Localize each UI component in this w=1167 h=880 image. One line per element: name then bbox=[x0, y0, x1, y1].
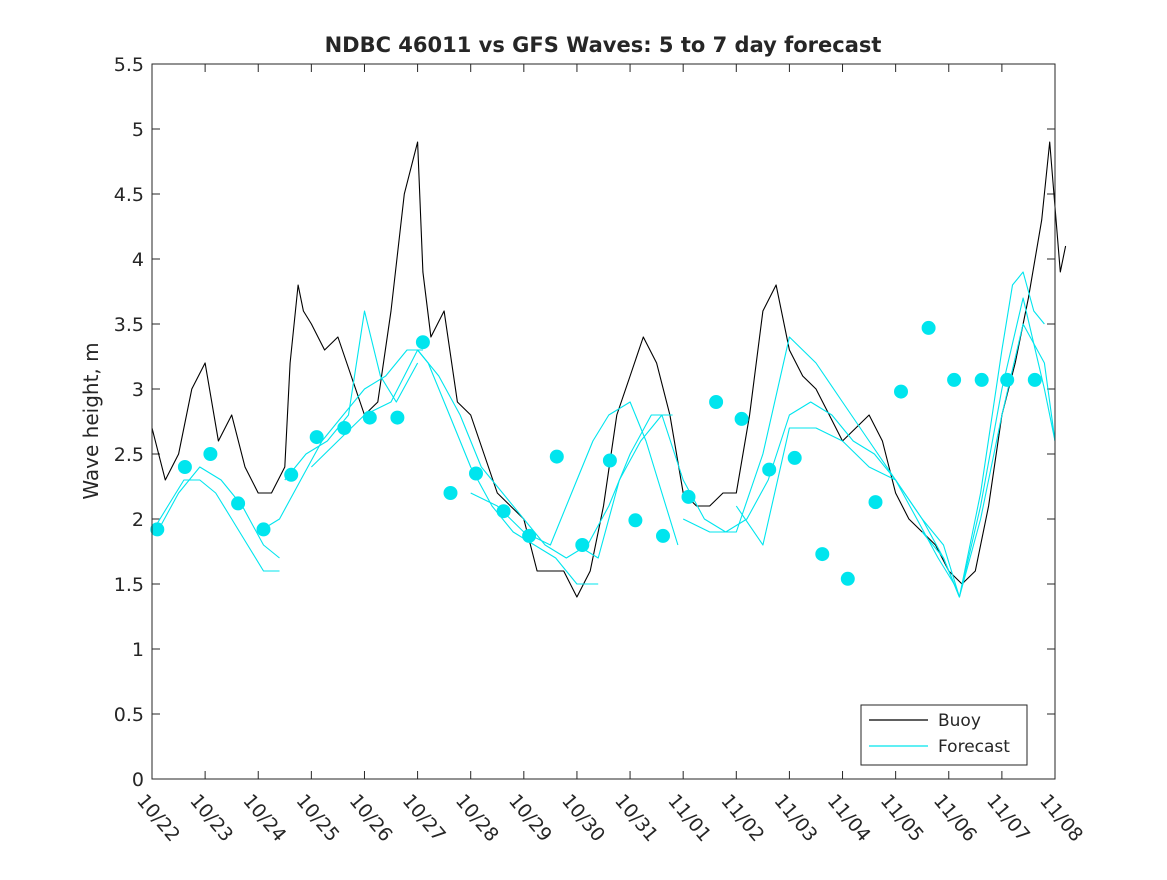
forecast-marker-point bbox=[734, 411, 749, 426]
y-tick-label: 4 bbox=[132, 249, 144, 271]
legend-buoy-label: Buoy bbox=[938, 711, 981, 731]
forecast-marker-point bbox=[177, 460, 192, 474]
chart-title: NDBC 46011 vs GFS Waves: 5 to 7 day fore… bbox=[325, 33, 882, 57]
forecast-marker-point bbox=[362, 410, 377, 425]
plot-area bbox=[152, 64, 1055, 779]
forecast-marker-point bbox=[390, 410, 405, 425]
forecast-series-layer bbox=[151, 271, 1056, 598]
forecast-marker-point bbox=[231, 496, 246, 511]
buoy-series-layer bbox=[151, 141, 1067, 598]
forecast-marker-point bbox=[974, 372, 989, 387]
forecast-run-line bbox=[151, 479, 280, 572]
y-tick-label: 2.5 bbox=[114, 444, 144, 466]
forecast-marker-point bbox=[868, 495, 883, 510]
y-tick-label: 1.5 bbox=[114, 574, 144, 596]
legend-box bbox=[860, 704, 1028, 766]
forecast-marker-point bbox=[284, 467, 299, 482]
y-tick-label: 4.5 bbox=[114, 184, 144, 206]
forecast-marker-point bbox=[150, 522, 165, 537]
forecast-marker-point bbox=[443, 486, 458, 500]
forecast-run-line bbox=[417, 349, 673, 559]
forecast-marker-point bbox=[787, 450, 802, 465]
forecast-marker-point bbox=[522, 528, 537, 543]
forecast-marker-point bbox=[256, 522, 271, 537]
forecast-markers-layer bbox=[150, 320, 1042, 586]
forecast-marker-point bbox=[337, 421, 352, 435]
forecast-marker-point bbox=[1000, 372, 1015, 387]
forecast-marker-point bbox=[762, 462, 777, 477]
forecast-marker-point bbox=[947, 372, 962, 387]
forecast-run-line bbox=[921, 271, 1045, 598]
y-tick-label: 3.5 bbox=[114, 314, 144, 336]
forecast-run-line bbox=[257, 349, 423, 533]
forecast-marker-point bbox=[496, 504, 511, 519]
forecast-marker-point bbox=[815, 547, 830, 562]
forecast-marker-point bbox=[415, 335, 430, 350]
forecast-marker-point bbox=[1027, 372, 1042, 387]
buoy-series-line bbox=[151, 141, 1067, 598]
y-tick-label: 0 bbox=[132, 769, 144, 791]
y-tick-label: 1 bbox=[132, 639, 144, 661]
forecast-marker-point bbox=[894, 384, 908, 399]
y-axis-label: Wave height, m bbox=[79, 342, 103, 499]
forecast-marker-point bbox=[549, 449, 564, 464]
forecast-marker-point bbox=[681, 489, 696, 504]
forecast-run-line bbox=[470, 401, 679, 546]
y-tick-label: 3 bbox=[132, 379, 144, 401]
y-tick-label: 2 bbox=[132, 509, 144, 531]
legend: Buoy Forecast bbox=[860, 704, 1028, 766]
forecast-marker-point bbox=[709, 395, 724, 409]
y-tick-label: 5 bbox=[132, 119, 144, 141]
y-axis-ticks: 0 0.5 1 1.5 2 2.5 3 3.5 4 4.5 5 5.5 bbox=[114, 54, 1055, 791]
forecast-marker-point bbox=[921, 320, 936, 335]
forecast-marker-point bbox=[840, 571, 855, 586]
forecast-marker-point bbox=[628, 513, 643, 528]
y-tick-label: 0.5 bbox=[114, 704, 144, 726]
legend-forecast-label: Forecast bbox=[938, 737, 1010, 757]
forecast-run-line bbox=[735, 297, 1056, 598]
plot-frame bbox=[151, 63, 1056, 780]
forecast-marker-point bbox=[469, 466, 483, 481]
forecast-marker-point bbox=[203, 447, 218, 461]
y-tick-label: 5.5 bbox=[114, 54, 144, 76]
forecast-run-line bbox=[156, 466, 280, 559]
forecast-marker-point bbox=[575, 538, 590, 552]
forecast-marker-point bbox=[656, 528, 670, 543]
forecast-marker-point bbox=[602, 453, 617, 468]
forecast-marker-point bbox=[309, 430, 324, 445]
